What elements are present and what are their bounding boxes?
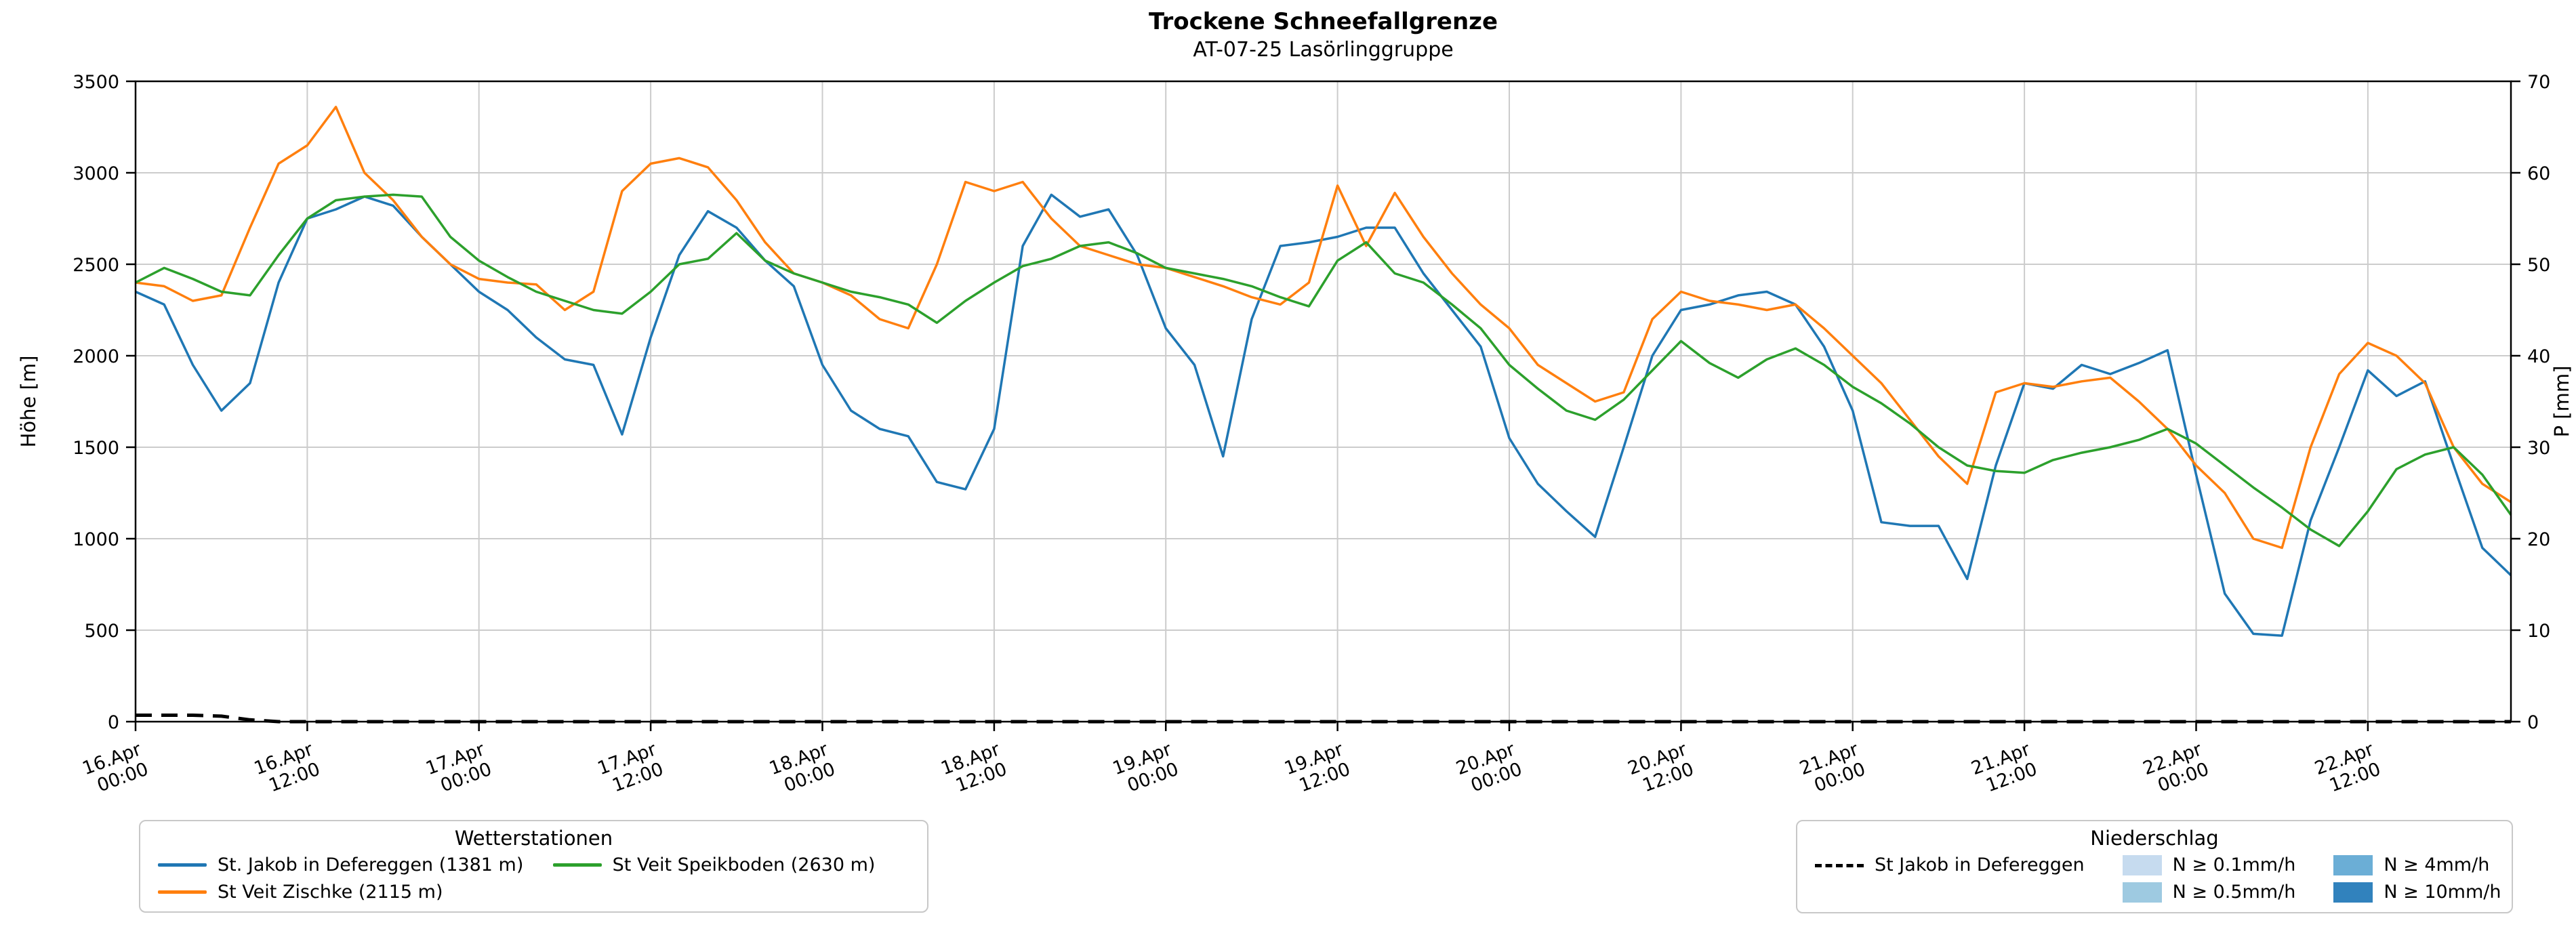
y-left-tick-label: 2500	[73, 255, 119, 276]
y-right-tick-label: 0	[2527, 712, 2539, 733]
legend-stations-title: Wetterstationen	[454, 827, 613, 850]
legend-label: N ≥ 0.1mm/h	[2172, 854, 2296, 876]
legend-label: St Jakob in Defereggen	[1875, 854, 2085, 876]
x-tick-label: 19.Apr00:00	[1110, 739, 1182, 799]
x-tick-label: 22.Apr00:00	[2140, 739, 2212, 799]
series-line-3	[136, 714, 2511, 724]
legend-item-precip-4: N ≥ 4mm/h	[2333, 855, 2501, 875]
y-axis-label-right: P [mm]	[2550, 366, 2573, 438]
x-tick-label: 16.Apr12:00	[251, 739, 323, 799]
y-axis-label-left: Höhe [m]	[17, 356, 40, 448]
x-tick-label: 17.Apr00:00	[423, 739, 495, 799]
legend-label: St. Jakob in Defereggen (1381 m)	[218, 854, 524, 875]
precip-patch-4-icon	[2333, 855, 2373, 875]
snowfall-line-chart: 0 500 1000 1500 2000 2500 3000 3500 0 10 20 30 40 50 6…	[17, 72, 2573, 799]
y-right-tick-label: 70	[2527, 72, 2550, 93]
legend-item-st-veit-speikboden: St Veit Speikboden (2630 m)	[552, 854, 909, 875]
x-tick-label: 18.Apr12:00	[938, 739, 1010, 799]
chart-subtitle: AT-07-25 Lasörlinggruppe	[1193, 38, 1454, 62]
line-sample-green-icon	[552, 863, 602, 867]
x-tick-label: 17.Apr12:00	[595, 739, 667, 799]
legend-niederschlag: Niederschlag St Jakob in Defereggen N ≥ …	[1796, 820, 2513, 913]
legend-label: St Veit Speikboden (2630 m)	[612, 854, 876, 875]
legend-item-precip-station: St Jakob in Defereggen	[1815, 855, 2085, 875]
x-tick-label: 18.Apr00:00	[766, 739, 838, 799]
precip-patch-0-5-icon	[2122, 882, 2162, 903]
x-tick-label: 21.Apr00:00	[1797, 739, 1868, 799]
series-line-1	[135, 106, 2512, 550]
legend-item-precip-10: N ≥ 10mm/h	[2333, 882, 2501, 903]
legend-label: N ≥ 10mm/h	[2384, 882, 2501, 903]
x-tick-label: 22.Apr12:00	[2312, 739, 2384, 799]
dashed-line-sample-icon	[1815, 863, 1864, 867]
y-right-tick-label: 50	[2527, 255, 2550, 276]
precip-patch-0-1-icon	[2122, 855, 2162, 875]
legend-label: N ≥ 0.5mm/h	[2172, 882, 2296, 903]
x-tick-label: 16.Apr00:00	[80, 739, 152, 799]
x-tick-label: 20.Apr12:00	[1625, 739, 1697, 799]
legend-item-precip-0-5: N ≥ 0.5mm/h	[2122, 882, 2296, 903]
y-right-tick-label: 60	[2527, 163, 2550, 184]
legend-item-precip-0-1: N ≥ 0.1mm/h	[2122, 854, 2296, 876]
y-left-tick-label: 2000	[73, 346, 119, 367]
legend-precip-grid: St Jakob in Defereggen N ≥ 0.1mm/h N ≥ 0…	[1815, 854, 2501, 903]
y-right-tick-label: 10	[2527, 621, 2550, 642]
line-sample-blue-icon	[158, 863, 207, 867]
y-right-tick-label: 40	[2527, 346, 2550, 367]
chart-title: Trockene Schneefallgrenze	[1148, 8, 1498, 35]
x-tick-label: 19.Apr12:00	[1282, 739, 1353, 799]
plot-border	[134, 80, 2512, 723]
y-left-tick-label: 500	[84, 621, 119, 642]
y-left-tick-label: 3500	[73, 72, 119, 93]
x-tick-label: 21.Apr12:00	[1969, 739, 2041, 799]
legend-label: St Veit Zischke (2115 m)	[218, 881, 443, 903]
legend-spacer	[1815, 882, 2085, 903]
line-sample-orange-icon	[158, 890, 207, 894]
y-left-tick-label: 0	[108, 712, 119, 733]
legend-stations-grid: St. Jakob in Defereggen (1381 m) St Veit…	[158, 855, 909, 902]
legend-precip-title: Niederschlag	[2090, 827, 2219, 850]
precip-patch-10-icon	[2333, 882, 2373, 903]
legend-wetterstationen: Wetterstationen St. Jakob in Defereggen …	[139, 820, 928, 913]
series-line-2	[135, 193, 2512, 548]
legend-label: N ≥ 4mm/h	[2384, 854, 2490, 876]
legend-item-st-veit-zischke: St Veit Zischke (2115 m)	[158, 882, 533, 903]
series-line-0	[135, 193, 2512, 637]
y-left-tick-label: 1500	[73, 438, 119, 459]
y-left-tick-label: 1000	[73, 529, 119, 550]
y-left-tick-label: 3000	[73, 163, 119, 184]
x-tick-label: 20.Apr00:00	[1454, 739, 1526, 799]
y-right-tick-label: 30	[2527, 438, 2550, 459]
y-right-tick-label: 20	[2527, 529, 2550, 550]
legend-item-st-jakob-defereggen: St. Jakob in Defereggen (1381 m)	[158, 855, 533, 875]
